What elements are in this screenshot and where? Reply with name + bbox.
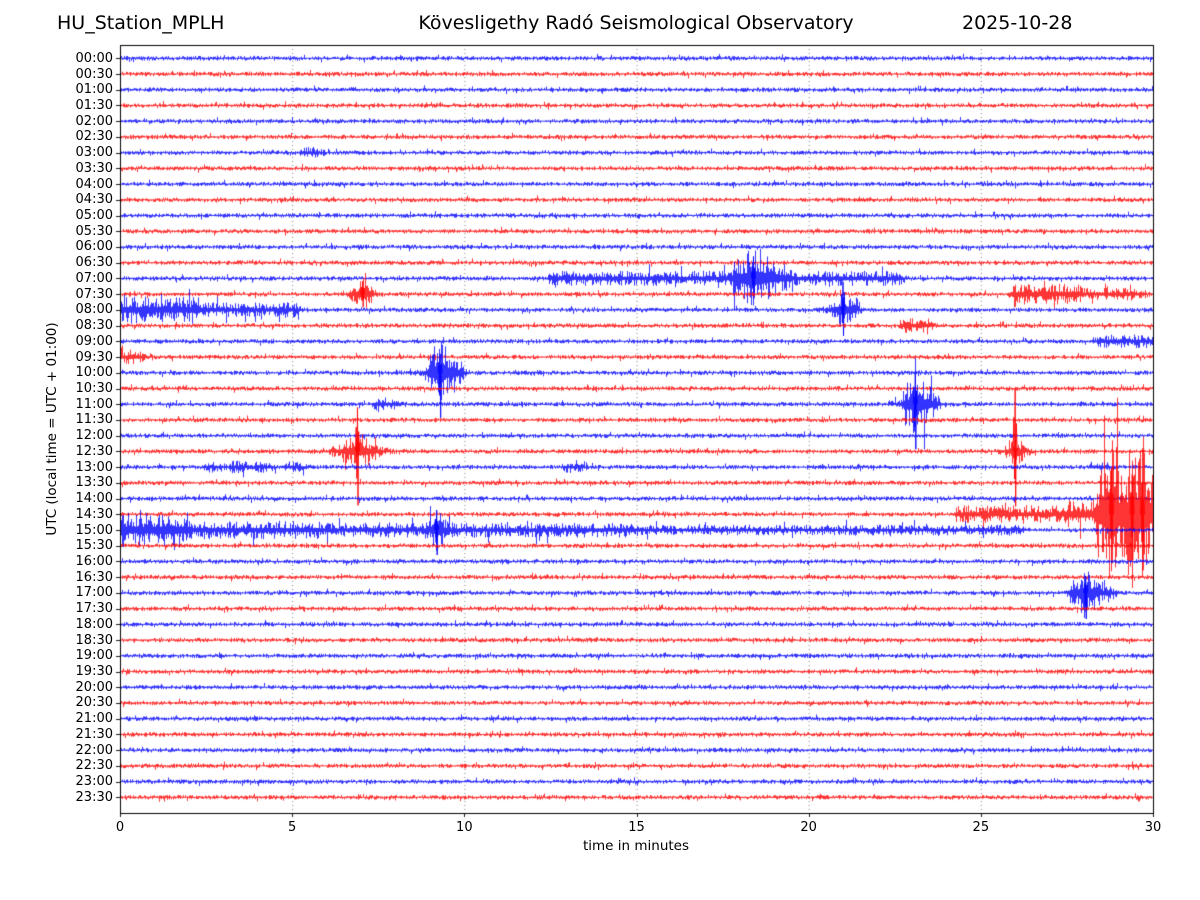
y-tick-label: 14:30 — [75, 506, 113, 522]
y-tick-label: 01:30 — [75, 97, 113, 113]
y-tick-label: 00:00 — [75, 50, 113, 66]
y-tick-label: 08:00 — [75, 302, 113, 318]
y-tick-label: 03:00 — [75, 145, 113, 161]
x-tick-label: 20 — [800, 820, 817, 835]
y-tick-label: 13:30 — [75, 475, 113, 491]
y-tick-label: 02:00 — [75, 113, 113, 129]
x-tick-label: 0 — [115, 820, 125, 835]
y-tick-label: 22:00 — [75, 742, 113, 758]
observatory-title: Kövesligethy Radó Seismological Observat… — [418, 12, 854, 34]
y-tick-label: 19:00 — [75, 648, 113, 664]
y-tick-label: 02:30 — [75, 129, 113, 145]
station-title: HU_Station_MPLH — [57, 12, 225, 34]
x-tick-label: 5 — [288, 820, 297, 835]
y-tick-label: 22:30 — [75, 758, 113, 774]
y-tick-label: 12:00 — [75, 428, 113, 444]
y-tick-label: 14:00 — [75, 491, 113, 507]
y-tick-label: 07:30 — [75, 286, 113, 302]
x-tick-label: 10 — [456, 820, 473, 835]
y-tick-label: 04:30 — [75, 192, 113, 208]
y-tick-label: 21:00 — [75, 711, 113, 727]
y-tick-label: 11:30 — [75, 412, 113, 428]
y-tick-label: 13:00 — [75, 459, 113, 475]
y-tick-label: 20:30 — [75, 695, 113, 711]
x-tick-label: 15 — [628, 820, 645, 835]
y-tick-label: 01:00 — [75, 82, 113, 98]
date-title: 2025-10-28 — [962, 12, 1073, 34]
y-tick-label: 09:00 — [75, 333, 113, 349]
y-tick-label: 17:30 — [75, 601, 113, 617]
y-tick-label: 16:00 — [75, 553, 113, 569]
x-axis-label: time in minutes — [582, 838, 690, 854]
y-tick-label: 21:30 — [75, 726, 113, 742]
y-tick-label: 10:30 — [75, 381, 113, 396]
y-tick-label: 04:00 — [75, 176, 113, 192]
y-tick-label: 03:30 — [75, 160, 113, 176]
y-tick-label: 15:00 — [75, 522, 113, 538]
y-tick-label: 17:00 — [75, 585, 113, 601]
y-tick-label: 07:00 — [75, 270, 113, 286]
y-tick-label: 05:30 — [75, 223, 113, 239]
y-tick-label: 12:30 — [75, 443, 113, 459]
y-tick-label: 18:00 — [75, 616, 113, 632]
y-tick-label: 06:00 — [75, 239, 113, 255]
y-tick-label: 09:30 — [75, 349, 113, 365]
y-tick-label: 11:00 — [75, 396, 113, 412]
x-tick-label: 30 — [1144, 820, 1162, 835]
y-tick-label: 00:30 — [75, 66, 113, 82]
y-tick-label: 16:30 — [75, 569, 113, 585]
y-tick-label: 20:00 — [75, 679, 113, 695]
y-tick-label: 10:00 — [75, 365, 113, 381]
y-tick-label: 06:30 — [75, 255, 113, 271]
x-tick-label: 25 — [972, 820, 990, 835]
y-tick-label: 08:30 — [75, 318, 113, 334]
y-tick-label: 18:30 — [75, 632, 113, 648]
y-tick-label: 05:00 — [75, 208, 113, 224]
y-tick-label: 15:30 — [75, 538, 113, 554]
y-tick-label: 19:30 — [75, 664, 113, 680]
y-tick-label: 23:00 — [75, 774, 113, 790]
y-tick-label: 23:30 — [75, 789, 113, 805]
